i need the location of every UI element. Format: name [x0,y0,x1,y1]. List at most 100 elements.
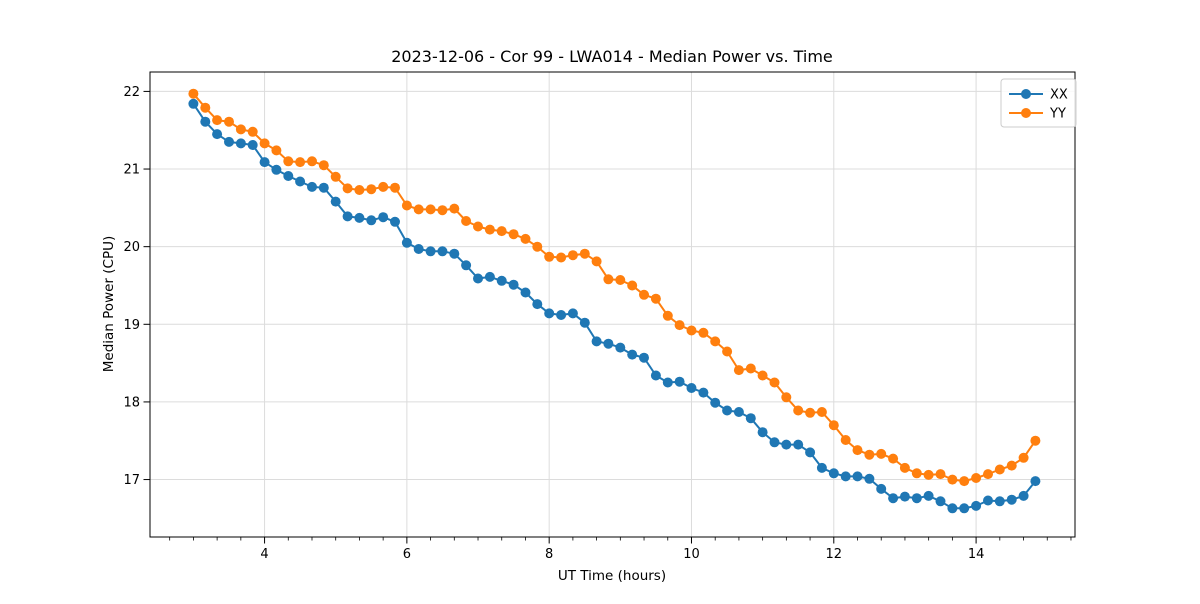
legend-marker-YY [1021,108,1031,118]
legend-label-XX: XX [1050,88,1068,103]
series-YY-marker [674,320,685,331]
series-YY-marker [461,216,472,226]
series-YY-marker [188,88,199,99]
series-YY-marker [781,392,792,403]
x-tick-label: 8 [545,547,553,562]
series-YY-marker [532,241,543,252]
series-XX-marker [674,376,685,387]
series-YY-marker [698,327,709,338]
series-YY-marker [484,224,495,235]
series-XX-marker [318,182,329,193]
series-YY-marker [295,157,306,168]
series-XX-marker [722,405,733,416]
series-YY-marker [449,203,460,214]
series-YY-marker [437,205,448,216]
grid-lines [150,72,1075,537]
legend-item-XX: XX [1009,88,1068,103]
series-XX-marker [212,129,223,140]
series-XX-marker [247,140,258,150]
series-YY-marker [556,252,567,263]
series-YY-marker [283,156,294,167]
series-XX-marker [888,493,899,504]
series-YY-marker [816,407,827,417]
series-XX-marker [567,308,578,319]
series-YY-marker [567,250,578,261]
y-tick-label: 17 [123,473,140,488]
series-XX-marker [354,212,365,223]
series-XX-marker [1006,494,1017,505]
series-YY-marker [330,171,341,182]
series-YY-marker [757,370,768,381]
series-XX-marker [532,299,543,310]
x-tick-label: 12 [826,547,843,562]
series-XX-marker [508,279,519,290]
series-XX-marker [1018,490,1029,501]
series-YY-marker [318,160,329,171]
series-YY-marker [603,274,614,285]
series-YY-marker [390,182,400,193]
series-YY-marker [911,468,922,479]
series-XX-marker [899,491,910,502]
series-XX-marker [911,493,922,504]
series-YY-marker [876,448,887,459]
series-XX [188,98,1041,514]
series-YY-marker [733,365,744,376]
series-XX-marker [603,338,614,349]
series-YY-marker [947,474,958,485]
series-XX-marker [235,138,246,149]
series-XX-marker [401,237,412,248]
legend-marker-XX [1021,89,1031,99]
x-axis-label: UT Time (hours) [558,568,666,584]
series-YY-marker [888,453,899,464]
series-YY-marker [722,346,733,357]
series-XX-marker [710,397,721,408]
legend-item-YY: YY [1009,107,1066,122]
series-XX-marker [757,427,768,438]
series-YY-marker [342,183,353,194]
series-XX-marker [698,387,709,398]
series-XX-marker [461,260,472,271]
series-YY-marker [899,462,910,473]
series-YY-marker [496,226,507,237]
series-YY-marker [224,116,234,127]
series-XX-marker [686,383,697,393]
series-YY-marker [401,200,412,211]
series-XX-marker [971,500,982,511]
x-tick-label: 14 [968,547,985,562]
series-XX-marker [283,171,294,181]
series-XX-marker [188,98,199,109]
series-layer [188,88,1041,514]
series-YY-marker [413,204,424,215]
series-YY-marker [579,248,590,259]
series-YY-marker [710,336,721,347]
series-YY-marker [994,464,1005,475]
series-XX-marker [437,246,448,257]
series-YY-marker [520,233,531,244]
series-YY-marker [307,156,317,167]
series-XX-marker [425,246,436,257]
series-YY-marker [959,476,970,487]
series-XX-marker [390,216,400,227]
plot-frame [149,71,1076,538]
series-XX-marker [413,244,424,254]
series-XX-marker [544,308,555,319]
series-XX-marker [959,503,970,514]
series-YY-marker [354,185,365,195]
y-axis-label: Median Power (CPU) [101,236,117,372]
series-XX-marker [556,310,567,320]
series-YY-marker [805,407,816,418]
series-XX-marker [224,136,234,147]
series-XX-marker [923,490,934,501]
chart-title: 2023-12-06 - Cor 99 - LWA014 - Median Po… [391,47,833,66]
legend-box [1000,78,1077,128]
series-YY-marker [544,251,555,262]
series-YY-marker [852,445,863,456]
series-YY-marker [769,377,780,388]
x-tick-label: 6 [403,547,411,562]
series-XX-marker [366,215,377,226]
series-XX-marker [591,336,602,347]
series-YY-marker [828,420,839,431]
series-XX-marker [852,471,863,482]
series-XX-marker [295,176,306,187]
